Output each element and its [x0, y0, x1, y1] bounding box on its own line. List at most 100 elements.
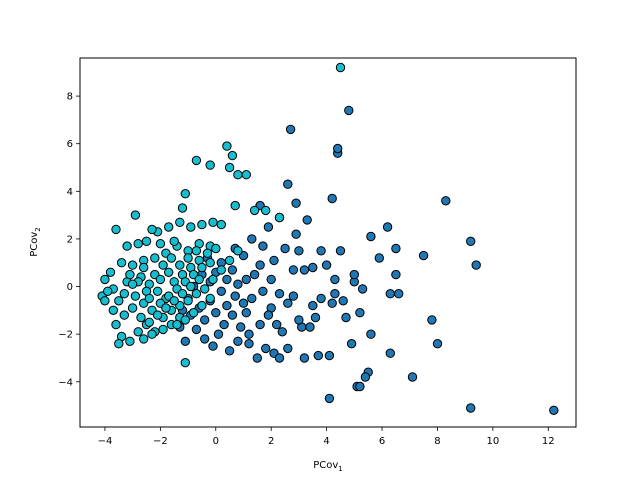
scatter-point	[111, 319, 121, 330]
scatter-point	[186, 281, 196, 292]
scatter-point	[385, 289, 395, 299]
data-points	[97, 62, 559, 415]
scatter-point	[308, 262, 318, 273]
scatter-point	[291, 198, 301, 208]
scatter-point	[136, 312, 146, 323]
scatter-point	[374, 253, 384, 263]
scatter-point	[200, 284, 210, 294]
scatter-point	[152, 310, 163, 320]
scatter-point	[330, 274, 340, 285]
scatter-point	[355, 381, 365, 392]
y-tick-label: 0	[67, 282, 73, 293]
scatter-point	[180, 315, 191, 325]
y-tick-label: 2	[67, 234, 73, 245]
scatter-point	[249, 269, 260, 280]
y-axis-ticks: −4 −2 0 2 4 6 8	[58, 92, 80, 388]
scatter-point	[338, 296, 348, 306]
scatter-point	[261, 343, 271, 354]
scatter-point	[127, 303, 138, 313]
scatter-point	[299, 353, 310, 363]
scatter-point	[391, 269, 401, 280]
scatter-point	[382, 222, 393, 232]
scatter-point	[155, 239, 166, 249]
scatter-point	[177, 289, 188, 299]
scatter-point	[216, 286, 227, 296]
scatter-point	[172, 319, 182, 330]
scatter-point	[344, 105, 354, 116]
scatter-point	[139, 262, 149, 273]
x-tick-label: −4	[98, 436, 113, 447]
x-tick-label: 2	[268, 436, 274, 447]
scatter-point	[105, 267, 116, 277]
scatter-point	[241, 170, 252, 180]
scatter-point	[310, 312, 321, 323]
scatter-point	[175, 217, 185, 228]
scatter-point	[241, 274, 252, 285]
scatter-point	[155, 274, 166, 285]
scatter-point	[100, 296, 110, 306]
scatter-point	[249, 205, 260, 216]
scatter-point	[191, 324, 202, 335]
scatter-point	[274, 289, 285, 299]
scatter-point	[227, 150, 238, 161]
scatter-point	[360, 372, 371, 382]
scatter-point	[166, 253, 177, 263]
scatter-point	[205, 293, 215, 304]
scatter-point	[285, 124, 296, 135]
y-tick-label: 4	[67, 187, 73, 198]
scatter-point	[130, 210, 141, 220]
scatter-point	[263, 310, 274, 320]
scatter-point	[335, 62, 346, 73]
x-axis-ticks: −4 −2 0 2 4 6 8 10 12	[98, 427, 555, 447]
scatter-point	[427, 315, 437, 325]
scatter-point	[418, 250, 429, 261]
scatter-point	[133, 327, 143, 337]
scatter-point	[263, 222, 274, 232]
scatter-point	[222, 300, 232, 311]
scatter-point	[247, 234, 257, 244]
scatter-point	[152, 286, 163, 296]
scatter-point	[205, 160, 215, 170]
scatter-point	[191, 155, 202, 166]
scatter-point	[366, 329, 376, 339]
scatter-point	[216, 265, 227, 275]
scatter-point	[366, 231, 376, 242]
scatter-point	[180, 189, 191, 199]
scatter-point	[141, 236, 152, 247]
scatter-point	[227, 310, 238, 320]
scatter-point	[269, 255, 279, 266]
scatter-point	[219, 319, 229, 330]
scatter-point	[294, 315, 304, 325]
scatter-point	[252, 353, 262, 363]
scatter-point	[111, 224, 121, 235]
scatter-point	[233, 279, 243, 289]
scatter-point	[441, 196, 451, 206]
y-tick-label: −4	[58, 377, 73, 388]
scatter-point	[549, 405, 559, 415]
scatter-point	[394, 289, 404, 299]
scatter-point	[391, 243, 401, 254]
scatter-point	[277, 327, 287, 337]
scatter-point	[158, 260, 168, 270]
scatter-point	[283, 343, 293, 354]
scatter-point	[144, 293, 155, 304]
scatter-point	[211, 308, 221, 318]
scatter-point	[355, 308, 365, 318]
scatter-point	[291, 229, 301, 239]
scatter-point	[127, 260, 138, 270]
scatter-point	[407, 372, 418, 382]
y-tick-label: 8	[67, 92, 73, 103]
scatter-point	[333, 143, 343, 154]
scatter-point	[183, 296, 193, 306]
scatter-point	[175, 260, 185, 270]
scatter-point	[294, 246, 304, 256]
scatter-point	[346, 339, 357, 349]
scatter-point	[100, 274, 110, 285]
scatter-point	[197, 262, 207, 273]
scatter-point	[180, 336, 191, 346]
scatter-point	[150, 253, 160, 263]
plot-frame	[79, 57, 577, 428]
scatter-point	[316, 246, 326, 256]
scatter-point	[357, 284, 368, 294]
